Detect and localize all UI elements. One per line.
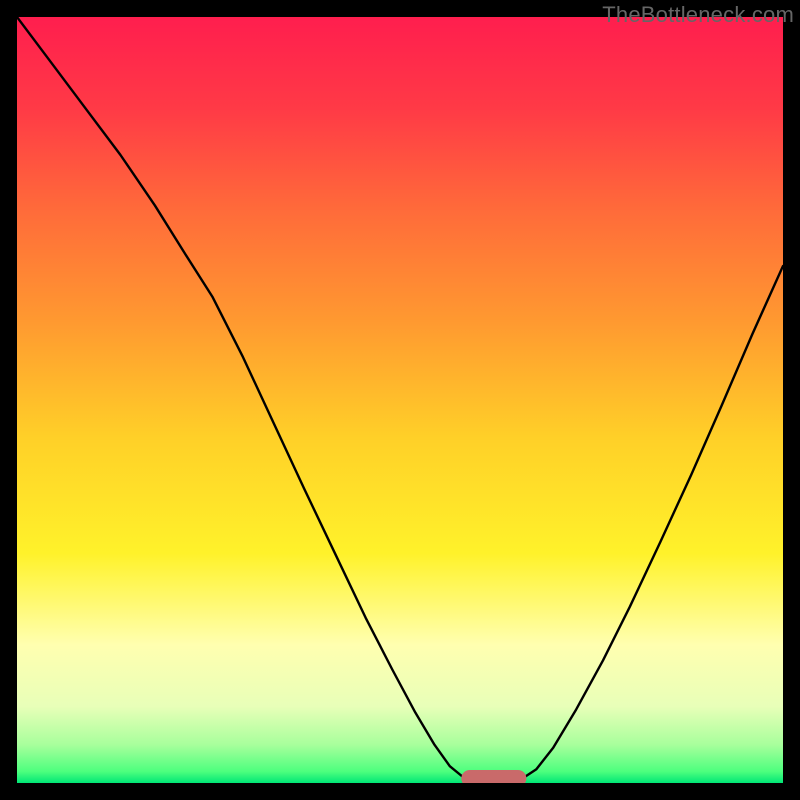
chart-svg bbox=[17, 17, 783, 783]
optimal-range-marker bbox=[461, 770, 526, 783]
chart-stage: TheBottleneck.com bbox=[0, 0, 800, 800]
plot-area bbox=[17, 17, 783, 783]
watermark-label: TheBottleneck.com bbox=[602, 2, 794, 28]
chart-background bbox=[17, 17, 783, 783]
